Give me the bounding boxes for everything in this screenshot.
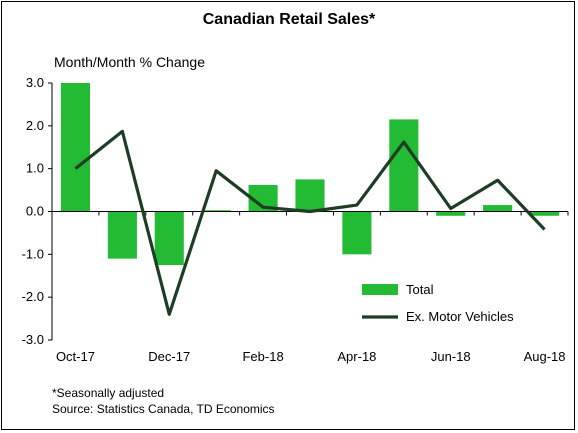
source-note: Source: Statistics Canada, TD Economics (52, 402, 275, 416)
legend-label-total: Total (406, 282, 434, 297)
y-axis-label: Month/Month % Change (54, 54, 205, 70)
bar-total (295, 179, 325, 212)
footnote: *Seasonally adjusted (52, 386, 165, 400)
bar-total (154, 211, 184, 266)
bar-total (530, 211, 560, 216)
legend-swatch-total (362, 284, 398, 295)
bar-total (389, 119, 419, 212)
bar-total (436, 211, 466, 216)
y-tick-label: -2.0 (22, 289, 44, 304)
y-tick-label: -1.0 (22, 246, 44, 261)
x-tick-label: Aug-18 (524, 349, 566, 364)
bar-total (60, 83, 90, 212)
y-tick-label: 1.0 (26, 161, 44, 176)
x-tick-label: Apr-18 (337, 349, 376, 364)
bar-total (201, 210, 231, 212)
bar-total (483, 205, 513, 212)
y-tick-label: 2.0 (26, 118, 44, 133)
legend-label-ex-motor: Ex. Motor Vehicles (406, 309, 514, 324)
chart-title: Canadian Retail Sales* (202, 11, 376, 28)
y-tick-label: 3.0 (26, 75, 44, 90)
bar-total (107, 211, 137, 259)
line-ex-motor-vehicles (74, 129, 546, 316)
x-tick-label: Dec-17 (148, 349, 190, 364)
x-tick-label: Oct-17 (56, 349, 95, 364)
y-tick-label: -3.0 (22, 332, 44, 347)
x-tick-label: Jun-18 (431, 349, 471, 364)
y-tick-label: 0.0 (26, 204, 44, 219)
x-tick-label: Feb-18 (242, 349, 283, 364)
bar-total (342, 211, 372, 255)
